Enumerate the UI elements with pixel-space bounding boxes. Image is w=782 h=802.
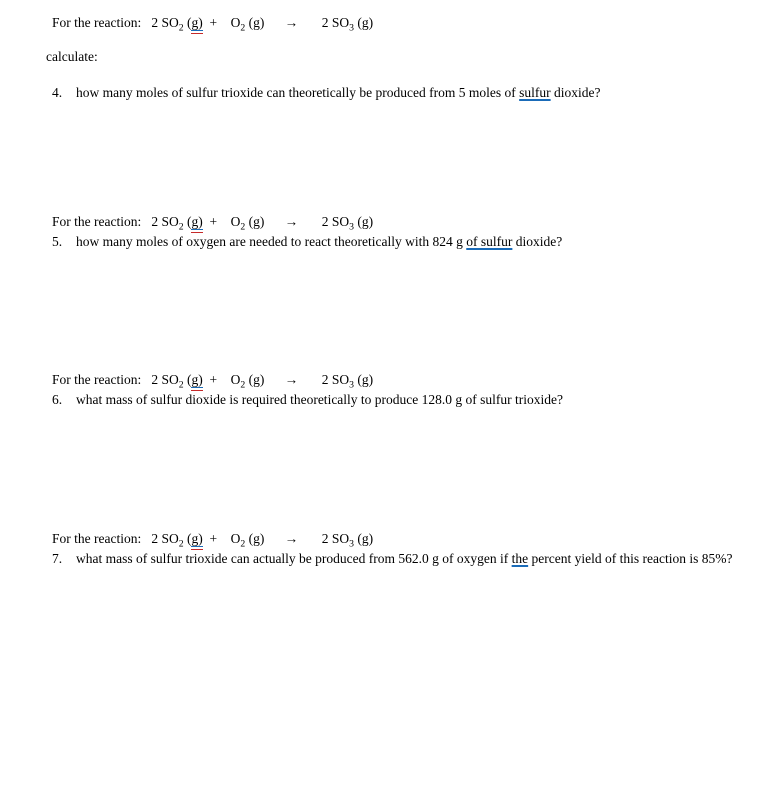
reactant-1-coeff: 2 SO: [151, 15, 178, 30]
question-7: 7. what mass of sulfur trioxide can actu…: [52, 550, 746, 568]
question-number: 4.: [52, 84, 76, 102]
question-text: how many moles of sulfur trioxide can th…: [76, 84, 746, 102]
question-6: 6. what mass of sulfur dioxide is requir…: [52, 391, 746, 409]
underlined-word: of sulfur: [466, 234, 512, 249]
reaction-equation-4: For the reaction: 2 SO2 (g) + O2 (g) → 2…: [52, 530, 746, 548]
question-5: 5. how many moles of oxygen are needed t…: [52, 233, 746, 251]
calculate-label: calculate:: [46, 48, 746, 66]
question-4: 4. how many moles of sulfur trioxide can…: [52, 84, 746, 102]
state-g-underlined: g): [191, 14, 202, 32]
question-text: what mass of sulfur dioxide is required …: [76, 391, 746, 409]
reaction-equation-3: For the reaction: 2 SO2 (g) + O2 (g) → 2…: [52, 371, 746, 389]
reaction-equation-2: For the reaction: 2 SO2 (g) + O2 (g) → 2…: [52, 213, 746, 231]
question-number: 5.: [52, 233, 76, 251]
document-page: For the reaction: 2 SO2 (g) + O2 (g) → 2…: [0, 0, 782, 568]
spacer: [52, 410, 746, 530]
question-text: what mass of sulfur trioxide can actuall…: [76, 550, 746, 568]
spacer: [52, 251, 746, 371]
underlined-word: sulfur: [519, 85, 551, 100]
spacer: [52, 103, 746, 213]
question-number: 7.: [52, 550, 76, 568]
reaction-equation-1: For the reaction: 2 SO2 (g) + O2 (g) → 2…: [52, 14, 746, 32]
arrow-icon: →: [285, 14, 299, 32]
underlined-word: the: [512, 551, 529, 566]
question-text: how many moles of oxygen are needed to r…: [76, 233, 746, 251]
reaction-prefix: For the reaction:: [52, 14, 141, 32]
question-number: 6.: [52, 391, 76, 409]
